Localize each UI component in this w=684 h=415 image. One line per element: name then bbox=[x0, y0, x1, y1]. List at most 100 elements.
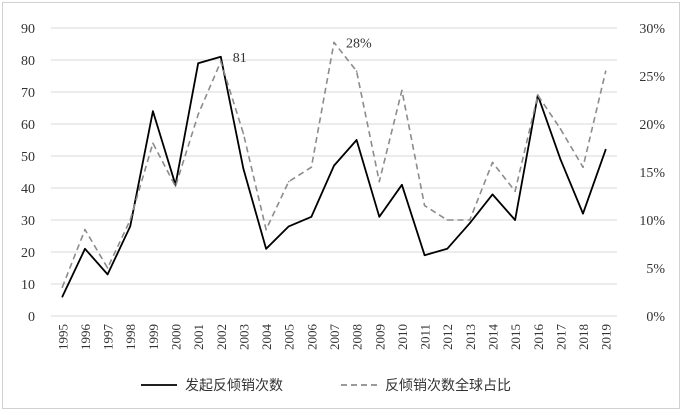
data-point bbox=[174, 185, 177, 188]
data-point bbox=[491, 193, 494, 196]
data-annotations: 81 28% bbox=[233, 36, 372, 65]
data-point bbox=[401, 89, 403, 92]
legend: 发起反倾销次数 反倾销次数全球占比 bbox=[141, 377, 511, 394]
data-point bbox=[536, 94, 539, 96]
data-point bbox=[446, 219, 449, 221]
x-tick-label: 2006 bbox=[304, 324, 319, 351]
data-point bbox=[129, 219, 132, 221]
left-tick-label: 70 bbox=[21, 86, 35, 101]
data-point bbox=[287, 180, 290, 183]
data-point bbox=[61, 296, 64, 298]
x-tick-label: 2007 bbox=[327, 324, 342, 351]
data-point bbox=[423, 204, 426, 207]
x-tick-label: 1996 bbox=[78, 324, 93, 351]
data-point bbox=[242, 168, 245, 170]
left-tick-label: 20 bbox=[21, 246, 35, 261]
data-point bbox=[84, 228, 86, 231]
data-point bbox=[220, 56, 222, 58]
x-tick-label: 2011 bbox=[418, 324, 433, 350]
left-tick-label: 10 bbox=[21, 278, 35, 293]
x-axis-ticks: 1995 1996 1997 1998 1999 2000 2001 2002 2003 2004… bbox=[55, 323, 613, 350]
data-point bbox=[491, 161, 494, 164]
data-point bbox=[310, 166, 313, 168]
x-tick-label: 2017 bbox=[553, 324, 568, 351]
data-point bbox=[355, 70, 358, 72]
data-point bbox=[514, 219, 516, 221]
data-point bbox=[265, 228, 267, 231]
x-tick-label: 2009 bbox=[372, 324, 387, 350]
data-label: 28% bbox=[346, 36, 372, 51]
series-lines bbox=[61, 41, 607, 298]
right-tick-label: 15% bbox=[639, 166, 665, 181]
x-tick-label: 2002 bbox=[214, 324, 229, 350]
x-tick-label: 2010 bbox=[395, 324, 410, 350]
right-tick-label: 0% bbox=[646, 310, 665, 325]
x-tick-label: 2018 bbox=[576, 324, 591, 350]
right-tick-label: 5% bbox=[646, 262, 665, 277]
data-point bbox=[106, 267, 109, 269]
data-point bbox=[401, 184, 403, 186]
x-tick-label: 1999 bbox=[146, 324, 161, 350]
data-point bbox=[559, 128, 562, 130]
data-point bbox=[446, 248, 449, 250]
data-point bbox=[265, 248, 267, 250]
data-point bbox=[604, 70, 607, 72]
data-point bbox=[61, 286, 64, 289]
left-tick-label: 90 bbox=[21, 22, 35, 37]
x-tick-label: 2015 bbox=[508, 324, 523, 350]
data-point bbox=[84, 248, 86, 250]
right-axis-ticks: 0% 5% 10% 15% 20% 25% 30% bbox=[639, 22, 665, 325]
data-point bbox=[197, 113, 199, 116]
gridlines bbox=[51, 27, 617, 317]
right-tick-label: 20% bbox=[639, 118, 665, 133]
x-tick-label: 2013 bbox=[463, 324, 478, 350]
x-tick-label: 1997 bbox=[101, 324, 116, 351]
data-point bbox=[559, 158, 562, 160]
data-point bbox=[469, 219, 471, 221]
data-point bbox=[378, 216, 381, 218]
data-point bbox=[106, 273, 109, 276]
data-point bbox=[197, 62, 199, 64]
x-tick-label: 2012 bbox=[440, 324, 455, 350]
x-tick-label: 2000 bbox=[169, 324, 184, 350]
data-point bbox=[582, 212, 584, 215]
x-tick-label: 1995 bbox=[55, 324, 70, 350]
x-tick-label: 1998 bbox=[123, 324, 138, 350]
left-tick-label: 0 bbox=[28, 310, 35, 325]
x-tick-label: 2008 bbox=[350, 324, 365, 350]
chart-frame: 0 10 20 30 40 50 60 70 80 90 0% 5% 10% 15% 20% 25% 30% … bbox=[2, 2, 680, 409]
data-point bbox=[220, 60, 222, 63]
left-tick-label: 30 bbox=[21, 214, 35, 229]
data-point bbox=[310, 216, 313, 218]
data-point bbox=[514, 190, 516, 192]
data-point bbox=[333, 41, 335, 44]
x-tick-label: 2003 bbox=[236, 324, 251, 350]
data-point bbox=[582, 166, 584, 168]
data-point bbox=[469, 222, 471, 224]
left-tick-label: 60 bbox=[21, 118, 35, 133]
right-tick-label: 30% bbox=[639, 22, 665, 37]
x-tick-label: 2001 bbox=[191, 324, 206, 350]
x-tick-label: 2005 bbox=[282, 324, 297, 350]
left-tick-label: 40 bbox=[21, 182, 35, 197]
data-point bbox=[333, 164, 335, 167]
data-point bbox=[378, 180, 381, 183]
right-tick-label: 10% bbox=[639, 214, 665, 229]
legend-label: 反倾销次数全球占比 bbox=[385, 377, 511, 394]
data-point bbox=[152, 110, 154, 112]
x-tick-label: 2004 bbox=[259, 324, 274, 351]
data-point bbox=[129, 225, 132, 228]
data-point bbox=[287, 225, 290, 228]
right-tick-label: 25% bbox=[639, 70, 665, 85]
x-tick-label: 2019 bbox=[599, 324, 614, 350]
data-point bbox=[355, 139, 358, 141]
data-point bbox=[152, 142, 154, 144]
left-axis-ticks: 0 10 20 30 40 50 60 70 80 90 bbox=[21, 22, 35, 325]
data-point bbox=[423, 254, 426, 256]
legend-label: 发起反倾销次数 bbox=[185, 378, 283, 394]
data-point bbox=[604, 148, 607, 151]
x-tick-label: 2014 bbox=[485, 323, 500, 350]
x-tick-label: 2016 bbox=[531, 324, 546, 351]
data-label: 81 bbox=[233, 51, 247, 66]
